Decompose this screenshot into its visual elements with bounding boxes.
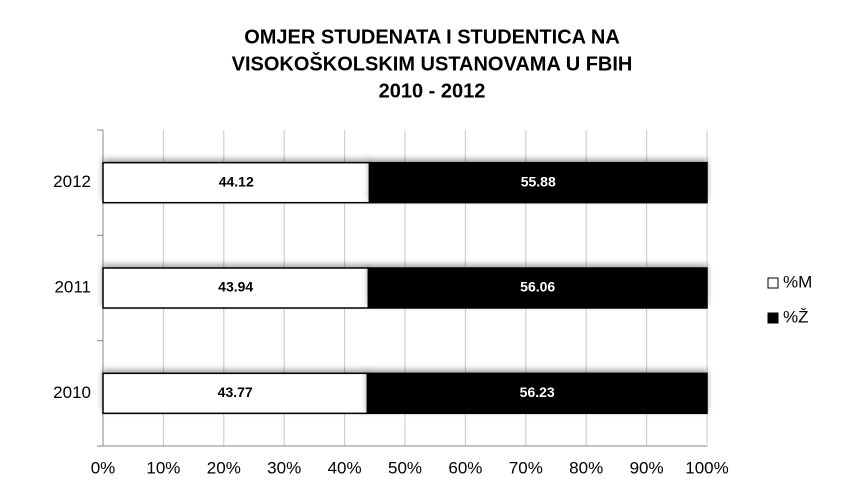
y-tick-label: 2012 [53,172,91,191]
legend-label: %M [783,272,812,291]
legend-swatch [767,312,779,324]
bar-segment [368,161,708,204]
chart-title: VISOKOŠKOLSKIM USTANOVAMA U FBIH [232,51,633,75]
chart-title: 2010 - 2012 [379,80,486,102]
data-label: 56.06 [520,279,555,295]
y-tick-label: 2010 [53,383,91,402]
data-label: 44.12 [219,173,254,189]
bar-segment [367,267,708,309]
bar-segment [102,267,370,309]
data-label: 43.77 [218,384,253,400]
bar-segment [366,372,708,415]
chart-title: OMJER STUDENATA I STUDENTICA NA [244,26,620,48]
x-tick-label: 0% [91,458,116,477]
data-label: 43.94 [218,279,253,295]
x-tick-label: 80% [569,458,603,477]
data-label: 56.23 [520,384,555,400]
x-tick-label: 60% [448,458,482,477]
bar-segment [102,372,369,415]
y-tick-label: 2011 [54,277,91,296]
legend-swatch [767,277,779,289]
x-tick-label: 100% [685,458,728,477]
x-tick-label: 50% [388,458,422,477]
legend-label: %Ž [783,307,809,326]
x-tick-label: 20% [207,458,241,477]
x-tick-label: 40% [328,458,362,477]
data-label: 55.88 [521,173,556,189]
x-tick-label: 10% [146,458,180,477]
x-tick-label: 90% [630,458,664,477]
x-tick-label: 30% [267,458,301,477]
x-tick-label: 70% [509,458,543,477]
